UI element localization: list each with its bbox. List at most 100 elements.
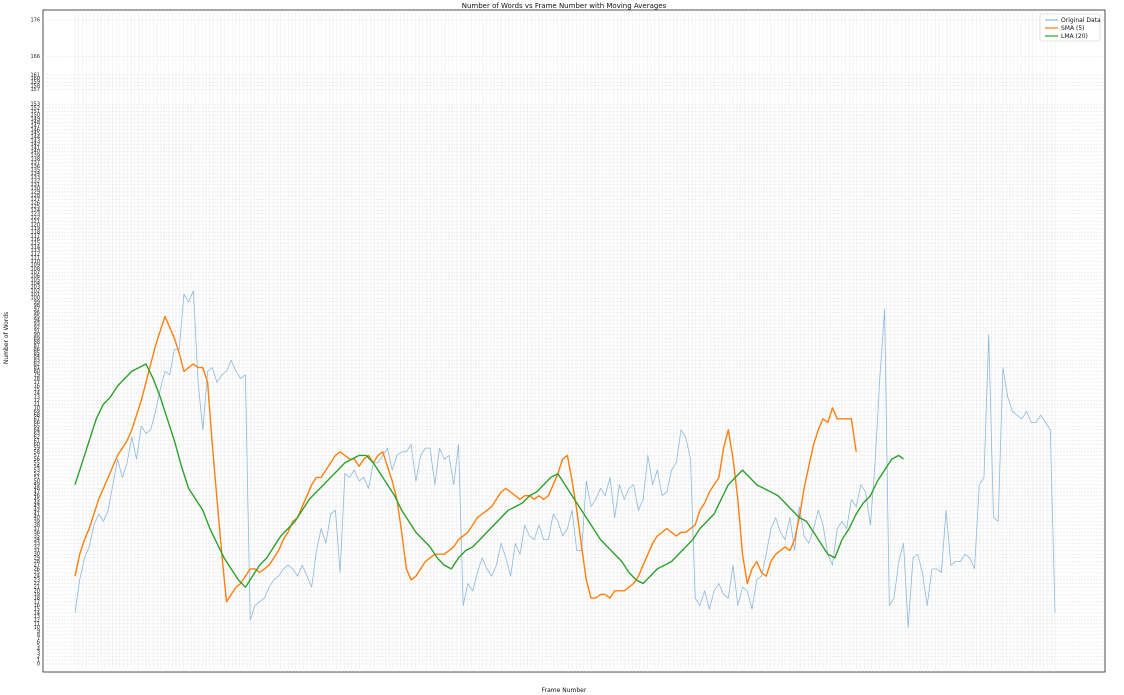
y-tick-label: 115	[30, 241, 40, 247]
y-tick-label: 72	[34, 398, 40, 404]
y-tick-label: 146	[30, 127, 40, 133]
y-tick-label: 118	[30, 230, 40, 236]
y-tick-label: 144	[30, 135, 40, 141]
y-tick-label: 10	[34, 625, 40, 631]
y-tick-label: 121	[30, 219, 40, 225]
y-tick-label: 106	[30, 274, 40, 280]
y-tick-label: 120	[30, 222, 40, 228]
y-tick-label: 102	[30, 288, 40, 294]
y-tick-label: 46	[34, 493, 40, 499]
y-tick-label: 160	[30, 76, 40, 82]
y-tick-label: 3	[37, 651, 40, 657]
legend-label-original: Original Data	[1061, 17, 1101, 24]
y-tick-label: 145	[30, 131, 40, 137]
y-tick-label: 103	[30, 285, 40, 291]
y-tick-label: 51	[34, 475, 40, 481]
y-tick-label: 17	[34, 599, 40, 605]
y-tick-label: 20	[34, 588, 40, 594]
y-tick-label: 28	[34, 559, 40, 565]
y-tick-label: 113	[30, 248, 40, 254]
y-tick-label: 14	[34, 610, 40, 616]
y-tick-label: 26	[34, 566, 40, 572]
y-tick-label: 100	[30, 296, 40, 302]
y-tick-label: 140	[30, 149, 40, 155]
y-tick-label: 116	[30, 237, 40, 243]
y-tick-label: 94	[34, 318, 40, 324]
y-tick-label: 36	[34, 530, 40, 536]
grid	[43, 10, 1105, 672]
y-tick-label: 12	[34, 618, 40, 624]
y-tick-label: 40	[34, 515, 40, 521]
y-tick-label: 65	[34, 424, 40, 430]
y-tick-label: 80	[34, 369, 40, 375]
legend-label-sma: SMA (5)	[1061, 25, 1085, 32]
y-tick-label: 38	[34, 522, 40, 528]
y-tick-label: 158	[30, 83, 40, 89]
y-tick-label: 21	[34, 585, 40, 591]
y-tick-label: 157	[30, 87, 40, 93]
y-tick-label: 23	[34, 577, 40, 583]
y-tick-label: 50	[34, 479, 40, 485]
y-tick-label: 149	[30, 116, 40, 122]
y-tick-label: 39	[34, 519, 40, 525]
y-tick-label: 34	[34, 537, 40, 543]
y-tick-label: 6	[37, 640, 40, 646]
y-tick-label: 98	[34, 303, 40, 309]
y-tick-label: 128	[30, 193, 40, 199]
y-tick-label: 45	[34, 497, 40, 503]
y-tick-label: 69	[34, 409, 40, 415]
y-tick-label: 143	[30, 138, 40, 144]
y-tick-label: 97	[34, 307, 40, 313]
legend: Original Data SMA (5) LMA (20)	[1039, 13, 1101, 42]
y-tick-label: 134	[30, 171, 40, 177]
y-tick-label: 37	[34, 526, 40, 532]
y-tick-label: 32	[34, 544, 40, 550]
y-tick-label: 64	[34, 427, 40, 433]
y-tick-label: 66	[34, 420, 40, 426]
y-tick-label: 135	[30, 168, 40, 174]
y-tick-label: 13	[34, 614, 40, 620]
y-tick-label: 58	[34, 449, 40, 455]
y-tick-label: 49	[34, 482, 40, 488]
y-tick-label: 53	[34, 468, 40, 474]
y-tick-label: 161	[30, 72, 40, 78]
y-tick-label: 85	[34, 350, 40, 356]
series-line-2	[74, 363, 904, 588]
y-tick-label: 133	[30, 175, 40, 181]
y-tick-label: 92	[34, 325, 40, 331]
y-tick-label: 68	[34, 413, 40, 419]
y-tick-label: 24	[34, 574, 40, 580]
y-tick-label: 2	[37, 654, 40, 660]
y-tick-label: 101	[30, 292, 40, 298]
legend-label-lma: LMA (20)	[1061, 33, 1088, 40]
y-tick-label: 147	[30, 124, 40, 130]
series-line-1	[74, 315, 857, 603]
y-tick-label: 136	[30, 164, 40, 170]
y-tick-label: 95	[34, 314, 40, 320]
y-tick-label: 22	[34, 581, 40, 587]
y-tick-label: 91	[34, 329, 40, 335]
x-axis-label: Frame Number	[542, 687, 587, 694]
y-tick-label: 48	[34, 486, 40, 492]
y-tick-label: 139	[30, 153, 40, 159]
y-tick-label: 47	[34, 490, 40, 496]
y-tick-label: 33	[34, 541, 40, 547]
y-axis-label: Number of Words	[3, 312, 10, 364]
y-tick-label: 1	[37, 658, 40, 664]
y-tick-label: 130	[30, 186, 40, 192]
y-tick-label: 52	[34, 471, 40, 477]
y-tick-label: 119	[30, 226, 40, 232]
y-tick-label: 78	[34, 376, 40, 382]
y-tick-label: 57	[34, 453, 40, 459]
y-tick-label: 8	[37, 632, 40, 638]
y-tick-label: 88	[34, 340, 40, 346]
y-tick-label: 7	[37, 636, 40, 642]
y-tick-label: 74	[34, 391, 40, 397]
y-axis-ticks: 0123456789101112131415161718192021222324…	[30, 18, 40, 668]
y-tick-label: 137	[30, 160, 40, 166]
y-tick-label: 75	[34, 387, 40, 393]
y-tick-label: 89	[34, 336, 40, 342]
y-tick-label: 56	[34, 457, 40, 463]
series-line-0	[74, 290, 1056, 628]
y-tick-label: 93	[34, 321, 40, 327]
